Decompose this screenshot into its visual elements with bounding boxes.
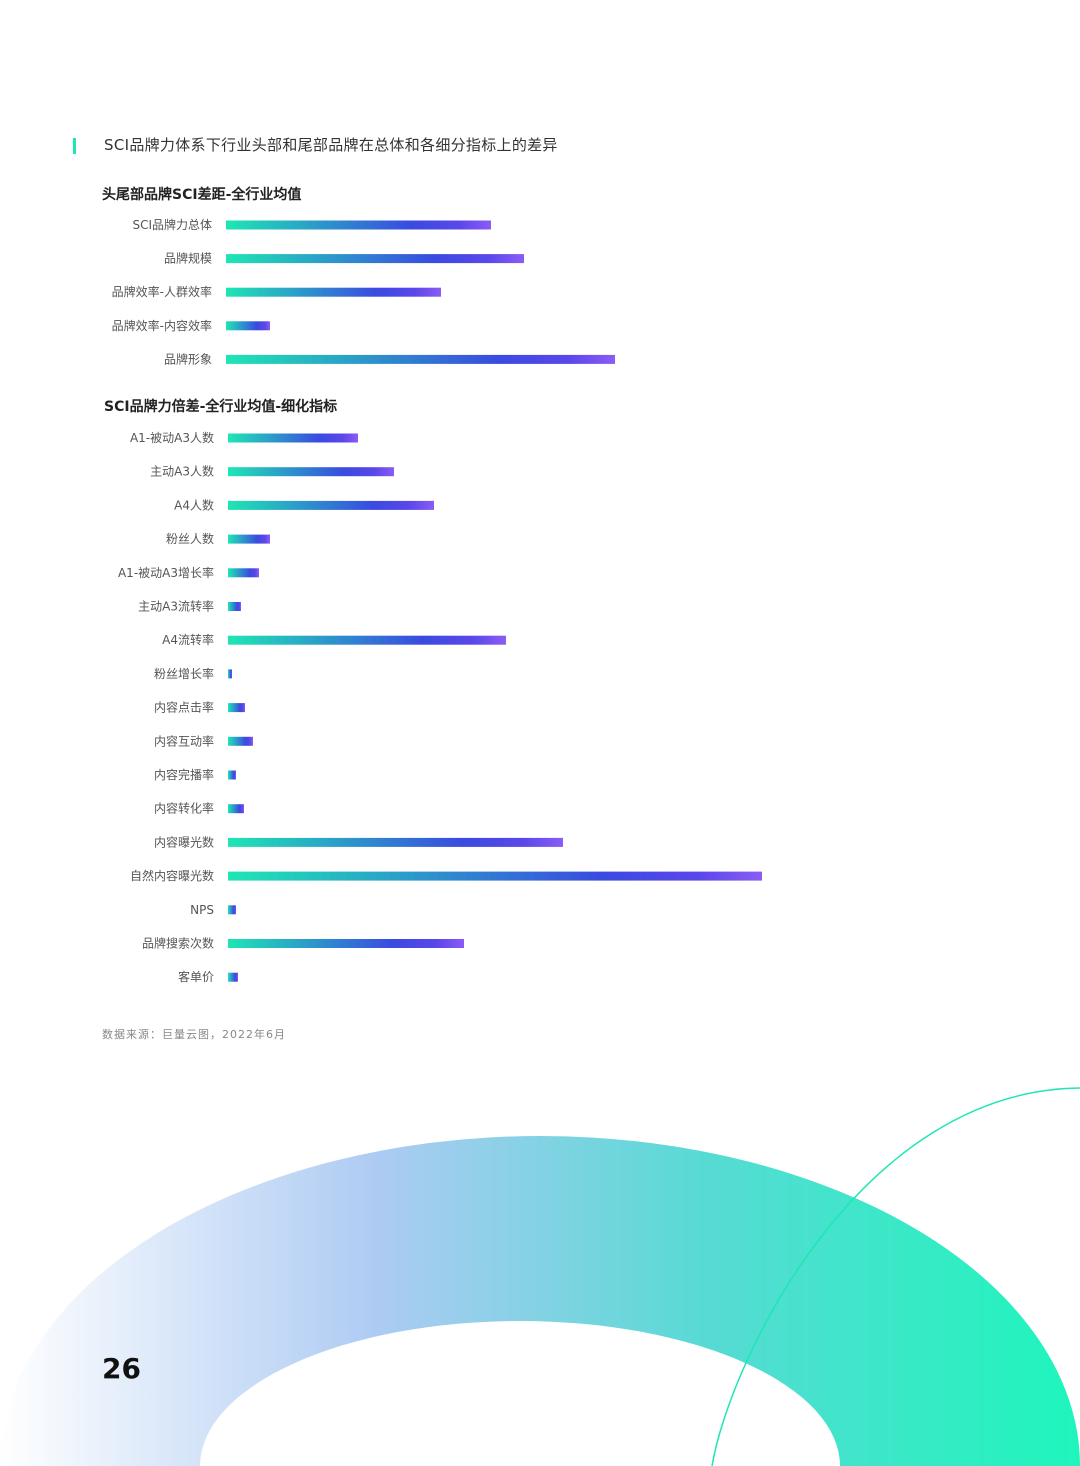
chart2-category-label: 内容点击率 <box>154 700 214 715</box>
chart2-category-label: A4人数 <box>174 497 214 512</box>
chart1-bar <box>226 287 441 297</box>
chart2-category-label: A4流转率 <box>162 632 214 647</box>
chart2-category-label: 品牌搜索次数 <box>142 936 214 951</box>
gradient-arc <box>0 1136 1080 1466</box>
chart2-category-label: 内容完播率 <box>154 767 214 782</box>
chart1-bar <box>226 354 615 364</box>
chart2-bar <box>228 568 259 578</box>
chart1-category-label: 品牌规模 <box>164 251 212 266</box>
chart2-bar <box>228 467 394 477</box>
chart2-bar <box>228 669 232 679</box>
chart2-category-label: 内容互动率 <box>154 733 214 748</box>
chart1-title: 头尾部品牌SCI差距-全行业均值 <box>102 187 302 203</box>
chart2-bar <box>228 770 236 780</box>
chart1-category-label: SCI品牌力总体 <box>132 218 212 232</box>
chart2-bar <box>228 804 244 814</box>
chart2-category-label: 主动A3人数 <box>150 464 214 479</box>
page-header-title: SCI品牌力体系下行业头部和尾部品牌在总体和各细分指标上的差异 <box>104 136 558 154</box>
chart2-bar <box>228 972 238 982</box>
data-source-note: 数据来源：巨量云图，2022年6月 <box>102 1028 286 1041</box>
chart2-category-label: 粉丝人数 <box>166 531 214 546</box>
chart2-bar <box>228 433 358 443</box>
decorative-arc-graphic <box>0 1087 1080 1466</box>
chart2-title: SCI品牌力倍差-全行业均值-细化指标 <box>104 399 338 415</box>
chart2-category-label: A1-被动A3人数 <box>130 430 214 445</box>
chart2-category-label: 自然内容曝光数 <box>130 868 214 883</box>
chart1-category-label: 品牌效率-内容效率 <box>112 318 212 333</box>
chart1-bar <box>226 220 491 230</box>
chart2-bar <box>228 602 241 611</box>
chart2-category-label: A1-被动A3增长率 <box>118 565 214 580</box>
chart2-bar <box>228 635 506 645</box>
chart2-bar <box>228 500 434 510</box>
header-accent-bar <box>73 138 76 154</box>
chart1-category-label: 品牌效率-人群效率 <box>112 284 212 299</box>
page-number: 26 <box>102 1352 141 1385</box>
chart1-category-label: 品牌形象 <box>164 352 212 366</box>
chart2-bar <box>228 939 464 948</box>
chart2-bar <box>228 871 762 881</box>
chart2-category-label: 粉丝增长率 <box>154 666 214 681</box>
chart2-category-label: 主动A3流转率 <box>138 599 214 614</box>
chart2-bar <box>228 736 253 746</box>
chart2-category-label: 内容曝光数 <box>154 834 214 849</box>
chart2-category-label: 客单价 <box>178 969 214 984</box>
thin-arc-line <box>711 1087 1080 1466</box>
chart1-bar <box>226 321 270 331</box>
chart2-bar <box>228 837 563 847</box>
chart1-bar <box>226 254 524 264</box>
chart2-bar <box>228 905 236 915</box>
chart2-category-label: 内容转化率 <box>154 801 214 816</box>
chart2-bar <box>228 703 245 713</box>
chart2-category-label: NPS <box>190 903 214 917</box>
chart2-bar <box>228 534 270 544</box>
